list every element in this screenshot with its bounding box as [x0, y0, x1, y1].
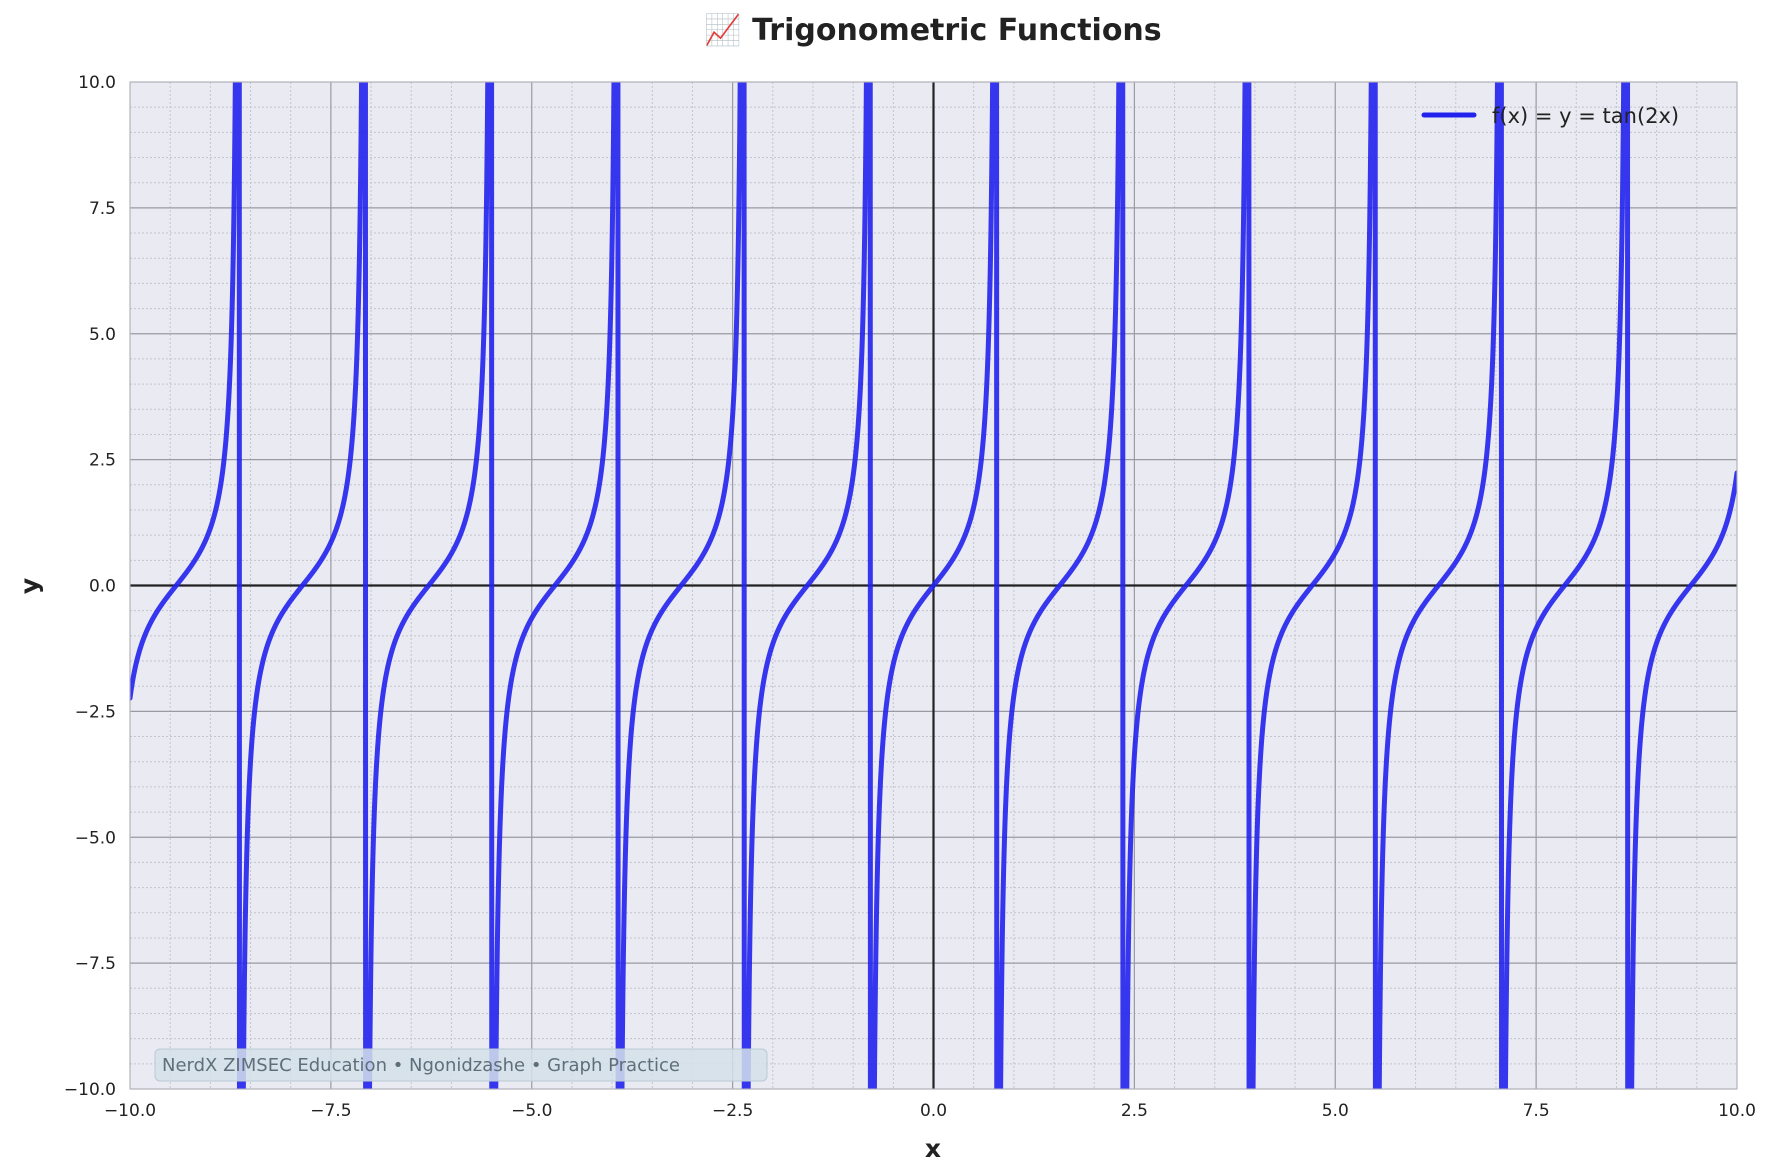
y-tick-label: −2.5: [75, 702, 116, 722]
legend-label: f(x) = y = tan(2x): [1492, 104, 1679, 128]
x-tick-labels: −10.0 −7.5 −5.0 −2.5 0.0 2.5 5.0 7.5 10.0: [104, 1101, 1756, 1121]
x-tick-label: −10.0: [104, 1101, 156, 1121]
y-tick-label: −10.0: [64, 1080, 116, 1100]
x-tick-label: 10.0: [1718, 1101, 1756, 1121]
x-tick-label: 0.0: [920, 1101, 947, 1121]
series-line-tan-2x: [130, 82, 1737, 1089]
x-axis-label: x: [925, 1134, 941, 1163]
legend: f(x) = y = tan(2x): [1421, 104, 1679, 128]
x-tick-label: −5.0: [511, 1101, 552, 1121]
x-tick-label: 7.5: [1523, 1101, 1550, 1121]
x-tick-label: −2.5: [712, 1101, 753, 1121]
watermark: NerdX ZIMSEC Education • Ngonidzashe • G…: [154, 1048, 768, 1082]
x-tick-label: −7.5: [310, 1101, 351, 1121]
y-tick-label: 2.5: [89, 451, 116, 471]
plot-border: [129, 81, 1738, 1090]
y-tick-label: 5.0: [89, 325, 116, 345]
y-tick-label: −5.0: [75, 828, 116, 848]
x-tick-label: 2.5: [1121, 1101, 1148, 1121]
x-tick-label: 5.0: [1322, 1101, 1349, 1121]
y-tick-label: 10.0: [78, 73, 116, 93]
y-tick-label: −7.5: [75, 954, 116, 974]
y-tick-labels: −10.0 −7.5 −5.0 −2.5 0.0 2.5 5.0 7.5 10.0: [64, 73, 116, 1100]
chart-title: 📈 Trigonometric Functions: [704, 12, 1161, 48]
watermark-box: [154, 1048, 768, 1082]
watermark-text: NerdX ZIMSEC Education • Ngonidzashe • G…: [162, 1055, 680, 1076]
y-tick-label: 7.5: [89, 199, 116, 219]
series-group: [130, 82, 1737, 1089]
y-tick-label: 0.0: [89, 577, 116, 597]
y-axis-label: y: [15, 578, 44, 594]
